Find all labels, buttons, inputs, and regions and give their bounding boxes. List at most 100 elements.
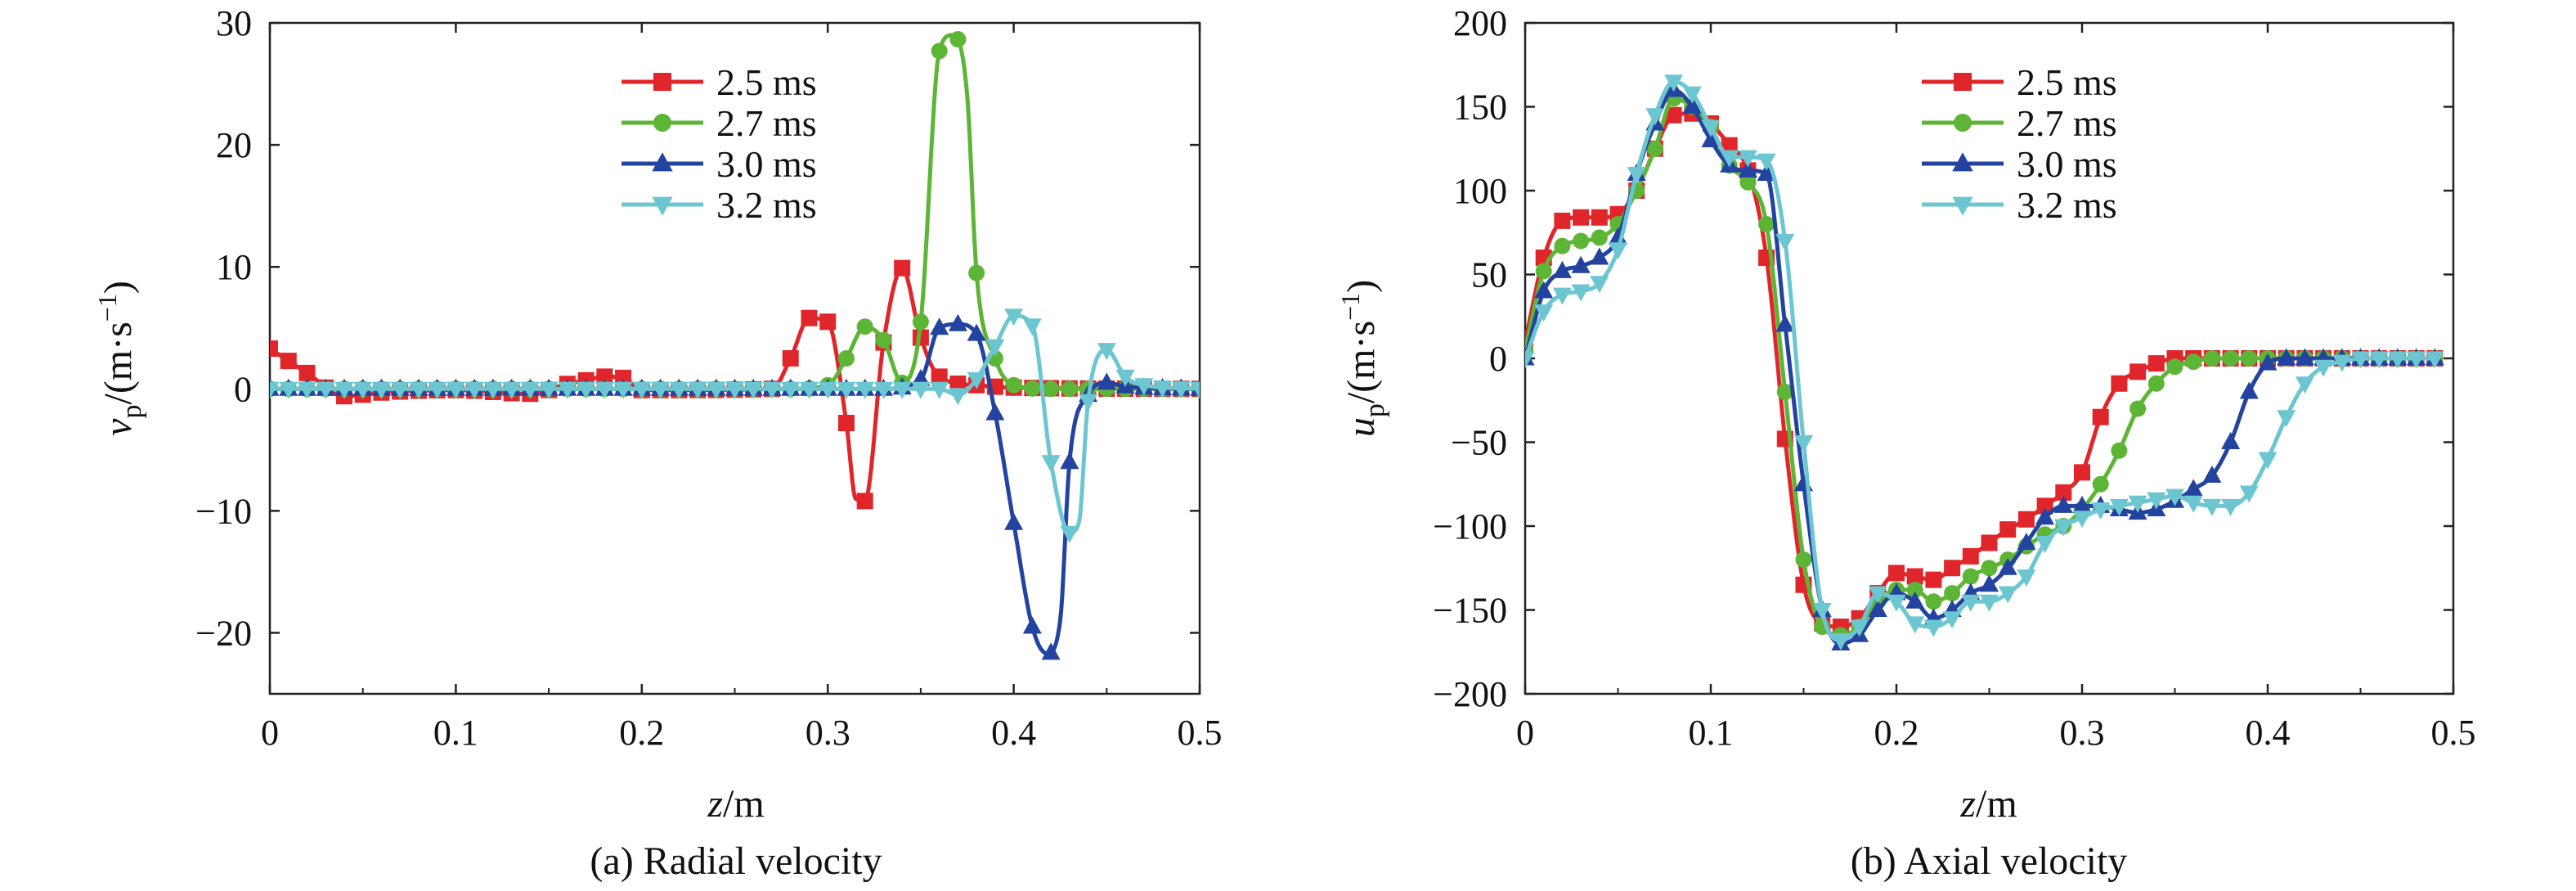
legend-label: 3.2 ms [2017, 184, 2117, 226]
data-point [1627, 167, 1646, 184]
data-point [2203, 350, 2220, 367]
y-axis-title: vp/(m·s−1) [92, 281, 147, 436]
legend-marker [652, 152, 673, 172]
data-point [1682, 97, 1702, 114]
legend-marker [1952, 196, 1973, 216]
y-tick-label: −200 [1433, 674, 1507, 714]
x-tick-label: 0.2 [619, 713, 664, 753]
data-point [1868, 586, 1887, 604]
data-point [2166, 358, 2183, 376]
data-point [1776, 384, 1793, 400]
data-point [1905, 616, 1925, 634]
data-point [873, 381, 893, 399]
x-axis-title-var: z [707, 782, 723, 826]
data-point [1868, 600, 1887, 617]
data-point [801, 309, 818, 326]
data-point [2351, 351, 2370, 369]
data-point [446, 381, 465, 399]
data-point [1850, 619, 1869, 637]
data-point [1923, 619, 1943, 637]
data-point [1738, 160, 1757, 178]
data-point [1757, 153, 1776, 171]
data-point [1944, 560, 1961, 577]
data-point [1664, 74, 1684, 92]
panel-caption: (b) Axial velocity [1851, 839, 2128, 883]
data-point [1190, 381, 1200, 399]
data-point [912, 313, 929, 331]
data-point [707, 381, 726, 399]
data-point [428, 381, 447, 399]
data-point [1831, 632, 1851, 650]
data-point [2241, 350, 2258, 367]
data-point [837, 415, 855, 432]
data-point [985, 403, 1005, 421]
data-point [856, 493, 873, 510]
data-point [762, 381, 782, 399]
legend: 2.5 ms2.7 ms3.0 ms3.2 ms [622, 61, 817, 226]
data-point [669, 381, 689, 399]
legend-label: 2.7 ms [716, 102, 817, 144]
data-point [1682, 86, 1702, 104]
data-point [1775, 314, 1795, 332]
data-point [539, 381, 559, 399]
data-point [2035, 536, 2055, 553]
data-point [1024, 380, 1041, 397]
data-point [1980, 594, 1999, 612]
data-point [2165, 488, 2184, 506]
data-point [2258, 353, 2278, 371]
data-point [316, 381, 335, 399]
data-point [2128, 495, 2147, 513]
y-axis-title-close: ) [1340, 280, 1383, 293]
x-tick-label: 0 [261, 713, 279, 753]
data-point [819, 313, 837, 331]
data-point [1591, 229, 1608, 246]
data-point [1573, 209, 1590, 226]
data-point [2072, 495, 2092, 513]
data-point [1153, 380, 1173, 398]
data-point [781, 381, 801, 399]
y-tick-label: −50 [1451, 423, 1507, 463]
data-point [1005, 376, 1022, 394]
data-point [2055, 484, 2072, 501]
data-point [1041, 642, 1061, 660]
data-point [1061, 380, 1078, 398]
data-point [1534, 281, 1554, 299]
y-tick-label: 20 [216, 125, 252, 165]
data-point [1571, 255, 1591, 273]
data-point [502, 381, 522, 399]
data-point [1590, 247, 1609, 265]
data-point [270, 381, 280, 399]
y-tick-label: −10 [195, 491, 252, 531]
data-point [1022, 616, 1042, 634]
data-point [1775, 234, 1795, 251]
data-point [2313, 359, 2333, 377]
data-point [2277, 410, 2296, 428]
data-point [1962, 568, 1979, 585]
data-point [856, 318, 873, 335]
data-point [1721, 137, 1738, 154]
data-point [2053, 495, 2073, 513]
data-point [595, 381, 614, 399]
data-point [1942, 611, 1962, 629]
y-axis-title-unit: /(m·s [96, 322, 140, 404]
legend-marker [1954, 114, 1972, 132]
data-point [613, 381, 633, 399]
data-point [2183, 479, 2203, 497]
data-point [2239, 485, 2259, 503]
data-point [353, 381, 373, 399]
y-tick-label: −100 [1433, 506, 1507, 547]
data-point [1925, 593, 1942, 610]
data-point [596, 368, 613, 385]
data-point [2258, 452, 2278, 470]
data-point [1944, 585, 1961, 601]
data-point [2369, 351, 2389, 369]
data-point [2295, 376, 2314, 394]
x-axis-title-unit: /m [1976, 782, 2017, 826]
data-point [2147, 355, 2165, 372]
data-point [875, 331, 892, 349]
data-point [2185, 353, 2202, 371]
data-point [651, 381, 671, 399]
data-point [2111, 442, 2128, 459]
data-point [1665, 106, 1682, 124]
